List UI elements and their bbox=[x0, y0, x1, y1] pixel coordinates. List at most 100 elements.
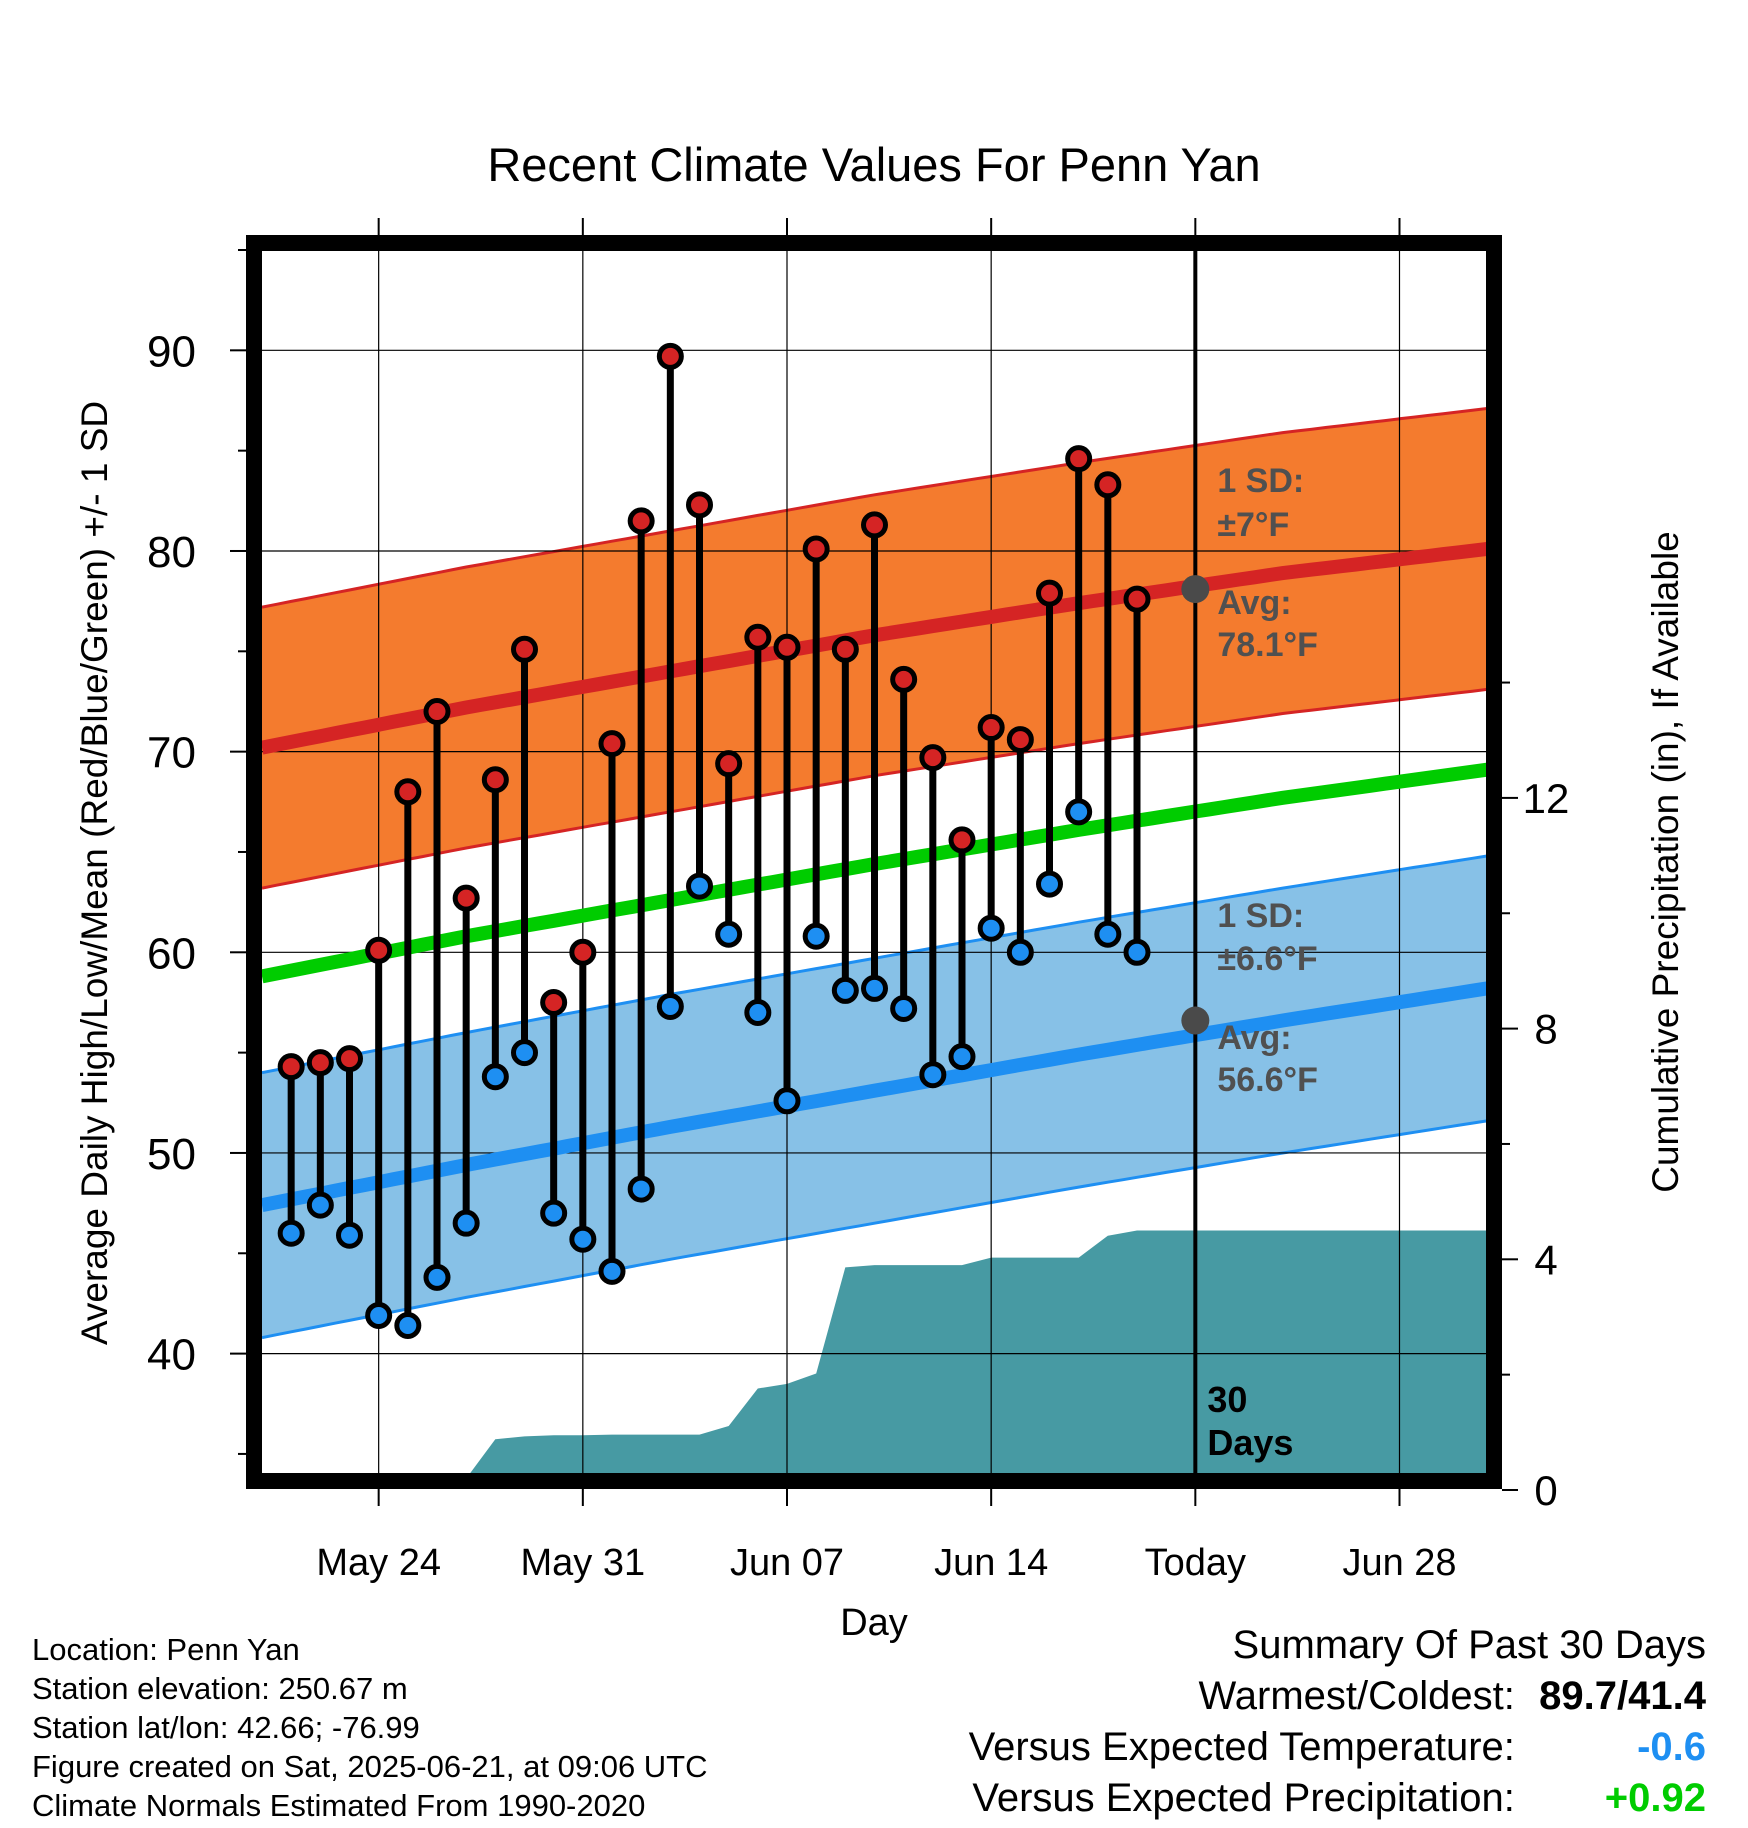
daily-high-point bbox=[306, 1049, 334, 1077]
chart-title: Recent Climate Values For Penn Yan bbox=[487, 138, 1260, 191]
daily-high-point bbox=[423, 698, 451, 726]
x-tick-label: May 24 bbox=[316, 1542, 441, 1584]
daily-low-point bbox=[948, 1043, 976, 1071]
daily-low-point bbox=[569, 1225, 597, 1253]
y2-tick-label: 4 bbox=[1534, 1236, 1557, 1283]
high-sd-label: 1 SD: bbox=[1217, 462, 1304, 500]
daily-high-point bbox=[365, 936, 393, 964]
y2-tick-label: 8 bbox=[1534, 1006, 1557, 1053]
precip-area bbox=[469, 1230, 1487, 1474]
daily-high-point bbox=[452, 884, 480, 912]
low-sd-value: ±6.6°F bbox=[1217, 940, 1317, 978]
low-avg-value: 56.6°F bbox=[1217, 1061, 1318, 1099]
high-sd-value: ±7°F bbox=[1217, 506, 1289, 544]
station-info: Location: Penn Yan Station elevation: 25… bbox=[32, 1630, 708, 1825]
daily-high-point bbox=[802, 535, 830, 563]
summary-precip: Versus Expected Precipitation: +0.92 bbox=[969, 1773, 1706, 1824]
summary-warm-cold: Warmest/Coldest: 89.7/41.4 bbox=[969, 1671, 1707, 1722]
daily-low-point bbox=[394, 1312, 422, 1340]
y2-axis-label: Cumulative Precipitation (in), If Availa… bbox=[1645, 531, 1686, 1193]
y-tick-label: 90 bbox=[147, 327, 196, 376]
daily-low-point bbox=[365, 1301, 393, 1329]
x-tick-label: Today bbox=[1145, 1542, 1246, 1584]
x-axis-label: Day bbox=[840, 1602, 908, 1644]
plot-frame bbox=[246, 235, 1502, 1489]
daily-high-point bbox=[773, 633, 801, 661]
daily-low-point bbox=[423, 1263, 451, 1291]
summary-title: Summary Of Past 30 Days bbox=[1232, 1623, 1706, 1667]
daily-high-point bbox=[394, 778, 422, 806]
daily-high-point bbox=[831, 635, 859, 663]
daily-low-point bbox=[481, 1063, 509, 1091]
daily-low-point bbox=[715, 920, 743, 948]
daily-low-point bbox=[861, 974, 888, 1002]
days-unit-label: Days bbox=[1207, 1422, 1293, 1463]
y-tick-label: 80 bbox=[147, 528, 196, 577]
plot-overlay: 1 SD: ±7°F Avg: 78.1°F 1 SD: ±6.6°F Avg: 56.6°F… bbox=[277, 250, 1318, 1474]
warm-cold-label: Warmest/Coldest: bbox=[1198, 1674, 1515, 1718]
location-text: Location: Penn Yan bbox=[32, 1632, 300, 1667]
daily-high-point bbox=[1065, 445, 1093, 473]
y-axis-label: Average Daily High/Low/Mean (Red/Blue/Gr… bbox=[74, 401, 115, 1345]
x-tick-label: May 31 bbox=[521, 1542, 646, 1584]
high-avg-value: 78.1°F bbox=[1217, 626, 1318, 664]
precip-label: Versus Expected Precipitation: bbox=[972, 1776, 1515, 1820]
warm-cold-value: 89.7/41.4 bbox=[1539, 1674, 1706, 1718]
daily-high-point bbox=[569, 938, 597, 966]
precip-value: +0.92 bbox=[1604, 1776, 1706, 1820]
daily-low-point bbox=[1065, 798, 1093, 826]
y2-tick-label: 0 bbox=[1534, 1467, 1557, 1514]
y-tick-label: 40 bbox=[147, 1331, 196, 1380]
daily-high-point bbox=[540, 988, 568, 1016]
x-tick-label: Jun 14 bbox=[934, 1542, 1048, 1584]
normals-text: Climate Normals Estimated From 1990-2020 bbox=[32, 1788, 646, 1823]
daily-high-point bbox=[919, 744, 947, 772]
today-high-avg-marker bbox=[1181, 575, 1210, 604]
daily-high-point bbox=[481, 766, 509, 794]
daily-low-point bbox=[511, 1039, 538, 1067]
daily-high-point bbox=[336, 1045, 363, 1073]
daily-low-point bbox=[773, 1087, 801, 1115]
daily-high-point bbox=[511, 635, 538, 663]
daily-low-point bbox=[1036, 870, 1063, 898]
x-tick-label: Jun 07 bbox=[730, 1542, 844, 1584]
x-tick-label: Jun 28 bbox=[1342, 1542, 1456, 1584]
daily-low-point bbox=[1094, 920, 1122, 948]
daily-low-point bbox=[831, 976, 859, 1004]
today-low-avg-marker bbox=[1181, 1006, 1210, 1035]
high-sd-upper-line bbox=[262, 407, 1487, 609]
created-text: Figure created on Sat, 2025-06-21, at 09… bbox=[32, 1749, 708, 1784]
daily-high-point bbox=[890, 665, 918, 693]
low-avg-label: Avg: bbox=[1217, 1019, 1291, 1057]
daily-high-point bbox=[744, 623, 772, 651]
daily-high-point bbox=[1036, 579, 1063, 607]
axes: 40 50 60 70 80 90 0 4 8 12 May 24 May 31 Jun 07 Jun 1… bbox=[147, 218, 1569, 1584]
daily-high-point bbox=[861, 511, 888, 539]
daily-high-point bbox=[948, 826, 976, 854]
daily-high-point bbox=[1123, 585, 1151, 613]
y-tick-label: 70 bbox=[147, 729, 196, 778]
latlon-text: Station lat/lon: 42.66; -76.99 bbox=[32, 1710, 420, 1745]
temp-value: -0.6 bbox=[1637, 1725, 1706, 1769]
daily-high-point bbox=[977, 714, 1005, 742]
daily-low-point bbox=[919, 1061, 947, 1089]
daily-high-point bbox=[656, 342, 684, 370]
daily-low-point bbox=[977, 914, 1005, 942]
daily-low-point bbox=[890, 994, 918, 1022]
daily-low-point bbox=[306, 1191, 334, 1219]
temp-label: Versus Expected Temperature: bbox=[968, 1725, 1515, 1769]
high-avg-label: Avg: bbox=[1217, 584, 1291, 622]
daily-high-point bbox=[598, 730, 626, 758]
summary-panel: Summary Of Past 30 Days Warmest/Coldest:… bbox=[969, 1620, 1706, 1824]
daily-low-point bbox=[802, 922, 830, 950]
elevation-text: Station elevation: 250.67 m bbox=[32, 1671, 408, 1706]
daily-low-point bbox=[686, 872, 713, 900]
y-tick-label: 50 bbox=[147, 1130, 196, 1179]
daily-low-point bbox=[627, 1175, 655, 1203]
daily-high-point bbox=[1094, 471, 1122, 499]
daily-low-point bbox=[452, 1209, 480, 1237]
daily-low-point bbox=[744, 998, 772, 1026]
daily-low-point bbox=[277, 1219, 305, 1247]
daily-high-point bbox=[277, 1053, 305, 1081]
